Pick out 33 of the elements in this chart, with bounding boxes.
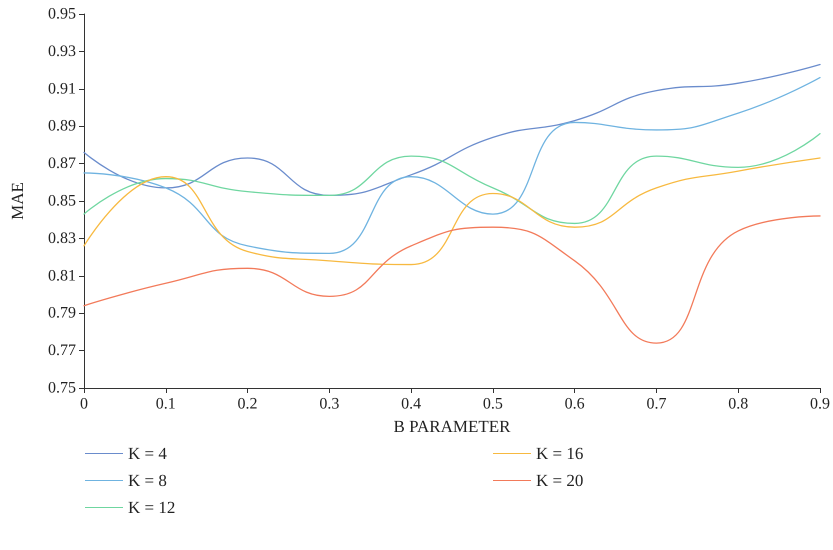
line-series xyxy=(83,133,821,224)
legend-label: K = 16 xyxy=(536,444,584,463)
y-tick-label: 0.83 xyxy=(48,230,76,247)
y-axis-title: MAE xyxy=(8,182,27,220)
legend-label: K = 8 xyxy=(128,471,167,490)
x-tick-label: 0.8 xyxy=(728,396,748,412)
x-tick-label: 0.2 xyxy=(238,396,258,412)
y-tick-label: 0.85 xyxy=(48,192,76,210)
y-tick-label: 0.93 xyxy=(48,42,76,60)
x-tick-label: 0.4 xyxy=(401,396,422,412)
y-tick-label: 0.81 xyxy=(48,267,76,284)
y-tick-label: 0.95 xyxy=(48,6,76,22)
legend-label: K = 12 xyxy=(128,498,176,517)
line-series xyxy=(83,64,821,196)
y-tick-label: 0.75 xyxy=(48,380,76,396)
x-tick-label: 0.7 xyxy=(646,396,666,412)
line-series xyxy=(83,157,821,266)
x-tick-label: 0.9 xyxy=(810,396,830,412)
x-tick-label: 0 xyxy=(80,396,88,412)
x-tick-label: 0.3 xyxy=(319,396,340,412)
x-tick-label: 0.5 xyxy=(482,396,503,412)
line-series xyxy=(83,215,821,344)
y-tick-label: 0.89 xyxy=(48,118,76,135)
line-series xyxy=(83,76,821,254)
y-tick-label: 0.87 xyxy=(48,155,76,172)
x-tick-label: 0.1 xyxy=(156,396,176,412)
y-tick-label: 0.77 xyxy=(48,342,76,360)
legend-label: K = 4 xyxy=(128,444,168,463)
y-tick-label: 0.79 xyxy=(48,304,76,322)
legend-label: K = 20 xyxy=(536,471,584,490)
y-tick-label: 0.91 xyxy=(48,80,76,98)
x-tick-label: 0.6 xyxy=(564,396,585,412)
x-axis-title: B PARAMETER xyxy=(394,417,512,436)
